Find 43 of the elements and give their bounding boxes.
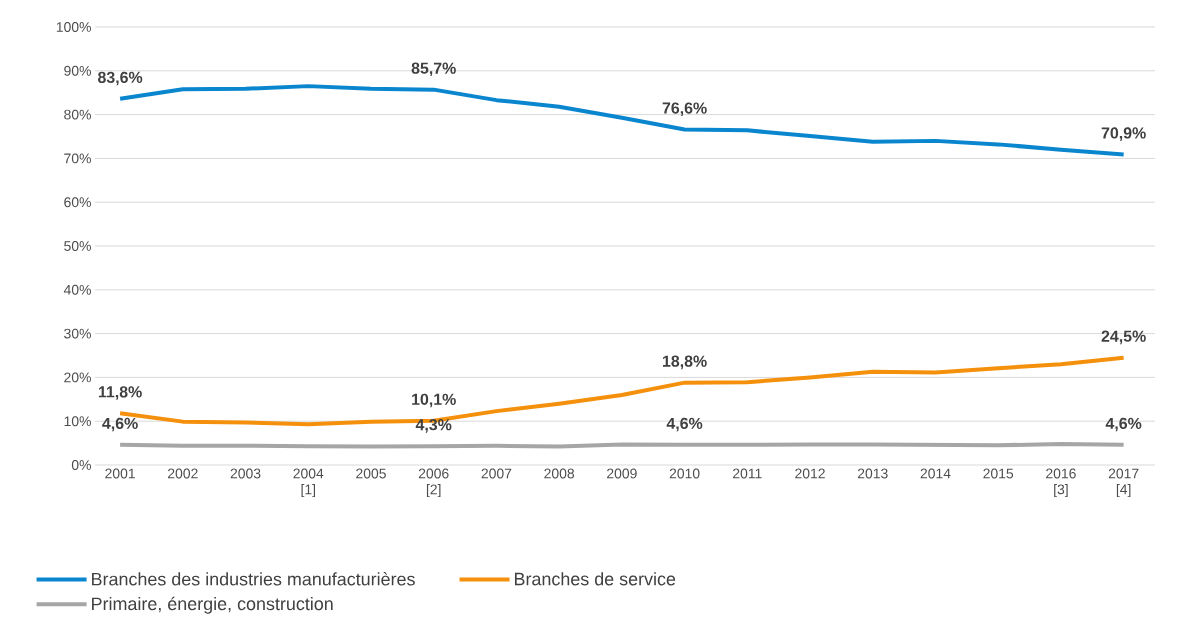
y-tick-label: 100% — [56, 22, 91, 32]
y-tick-label: 10% — [64, 416, 91, 427]
x-tick-label: 2010 — [669, 468, 700, 479]
x-tick-label: 2016 [3] — [1046, 468, 1076, 498]
x-tick-label: 2015 — [983, 468, 1014, 479]
x-tick-label: 2004 [1] — [293, 468, 324, 498]
legend-label: Branches de service — [514, 572, 676, 586]
x-tick-label: 2001 — [105, 468, 135, 479]
x-tick-label: 2014 — [920, 468, 951, 479]
y-tick-label: 80% — [64, 109, 91, 120]
x-tick-label: 2012 — [795, 468, 825, 479]
y-tick-label: 20% — [64, 372, 91, 383]
y-tick-label: 0% — [71, 460, 91, 470]
data-label: 24,5% — [1101, 330, 1146, 345]
legend-label: Branches des industries manufacturières — [92, 572, 415, 586]
y-tick-label: 90% — [64, 65, 91, 76]
y-tick-label: 70% — [64, 153, 91, 164]
data-label: 83,6% — [97, 71, 143, 86]
data-label: 4,6% — [666, 417, 703, 432]
data-label: 4,3% — [415, 419, 452, 433]
data-label: 11,8% — [98, 386, 142, 400]
x-tick-label: 2008 — [544, 468, 575, 479]
data-label: 85,7% — [411, 62, 456, 77]
x-tick-label: 2011 — [733, 468, 762, 479]
y-tick-label: 60% — [64, 197, 91, 208]
x-tick-label: 2017 [4] — [1108, 468, 1139, 498]
data-label: 18,8% — [662, 355, 707, 370]
x-tick-label: 2013 — [857, 468, 888, 479]
data-label: 70,9% — [1101, 127, 1146, 141]
data-label: 10,1% — [412, 393, 456, 408]
x-tick-label: 2007 — [481, 468, 512, 479]
x-tick-label: 2003 — [230, 468, 261, 479]
data-label: 4,6% — [1105, 417, 1142, 432]
data-label: 4,6% — [102, 417, 138, 432]
x-tick-label: 2005 — [356, 468, 386, 479]
x-tick-label: 2009 — [607, 468, 637, 479]
y-tick-label: 30% — [64, 328, 91, 339]
y-tick-label: 40% — [63, 284, 91, 295]
data-label: 76,6% — [662, 102, 707, 116]
legend-label: Primaire, énergie, construction — [92, 596, 333, 614]
x-tick-label: 2002 — [168, 468, 198, 479]
y-tick-label: 50% — [64, 241, 91, 251]
x-tick-label: 2006 [2] — [418, 468, 449, 498]
